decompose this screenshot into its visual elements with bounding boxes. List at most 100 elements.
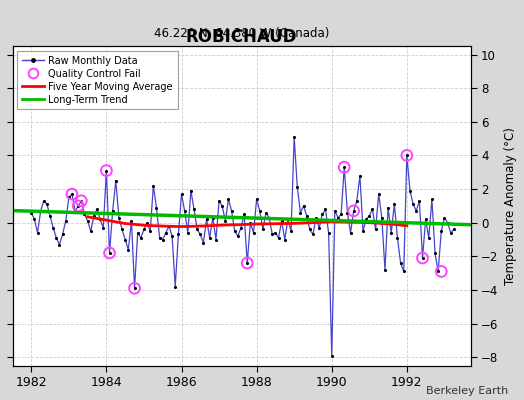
- Point: [328, 352, 336, 359]
- Point: [149, 182, 158, 189]
- Point: [49, 224, 57, 231]
- Point: [34, 230, 42, 236]
- Point: [218, 203, 226, 209]
- Point: [71, 208, 79, 214]
- Point: [64, 194, 73, 201]
- Point: [83, 218, 92, 224]
- Point: [415, 198, 423, 204]
- Point: [127, 218, 136, 224]
- Point: [90, 213, 98, 219]
- Point: [209, 214, 217, 221]
- Point: [381, 266, 389, 273]
- Point: [30, 216, 39, 222]
- Point: [183, 230, 192, 236]
- Point: [262, 209, 270, 216]
- Point: [359, 228, 367, 234]
- Point: [402, 152, 411, 159]
- Point: [437, 228, 445, 234]
- Y-axis label: Temperature Anomaly (°C): Temperature Anomaly (°C): [504, 127, 517, 285]
- Point: [143, 220, 151, 226]
- Point: [309, 231, 317, 238]
- Text: Berkeley Earth: Berkeley Earth: [426, 386, 508, 396]
- Point: [334, 214, 342, 221]
- Point: [246, 220, 255, 226]
- Point: [418, 255, 427, 261]
- Point: [340, 164, 348, 170]
- Point: [375, 191, 383, 197]
- Point: [283, 216, 292, 222]
- Point: [243, 260, 252, 266]
- Point: [268, 231, 277, 238]
- Point: [287, 228, 295, 234]
- Point: [146, 228, 155, 234]
- Point: [205, 235, 214, 241]
- Point: [68, 191, 76, 197]
- Point: [96, 216, 104, 222]
- Point: [321, 206, 330, 212]
- Point: [350, 208, 358, 214]
- Point: [40, 198, 48, 204]
- Point: [80, 211, 89, 218]
- Point: [356, 172, 364, 179]
- Point: [402, 152, 411, 159]
- Point: [237, 224, 245, 231]
- Legend: Raw Monthly Data, Quality Control Fail, Five Year Moving Average, Long-Term Tren: Raw Monthly Data, Quality Control Fail, …: [17, 51, 178, 110]
- Point: [177, 191, 185, 197]
- Point: [293, 184, 301, 190]
- Point: [324, 230, 333, 236]
- Point: [384, 204, 392, 211]
- Point: [312, 214, 320, 221]
- Point: [137, 235, 145, 241]
- Point: [180, 208, 189, 214]
- Point: [187, 188, 195, 194]
- Point: [378, 214, 386, 221]
- Point: [275, 235, 283, 241]
- Point: [318, 211, 326, 218]
- Point: [302, 213, 311, 219]
- Point: [299, 203, 308, 209]
- Point: [202, 216, 211, 222]
- Point: [440, 214, 449, 221]
- Point: [171, 283, 179, 290]
- Point: [396, 260, 405, 266]
- Point: [400, 268, 408, 275]
- Point: [350, 208, 358, 214]
- Point: [412, 208, 420, 214]
- Point: [93, 206, 101, 212]
- Title: ROBICHAUD: ROBICHAUD: [186, 28, 297, 46]
- Point: [368, 206, 377, 212]
- Point: [99, 224, 107, 231]
- Point: [115, 214, 123, 221]
- Point: [46, 213, 54, 219]
- Point: [231, 228, 239, 234]
- Point: [199, 240, 208, 246]
- Point: [406, 188, 414, 194]
- Point: [196, 231, 204, 238]
- Point: [74, 203, 82, 209]
- Point: [86, 228, 95, 234]
- Point: [174, 231, 182, 238]
- Point: [159, 236, 167, 243]
- Point: [372, 226, 380, 233]
- Point: [215, 198, 223, 204]
- Point: [259, 226, 267, 233]
- Point: [152, 204, 161, 211]
- Point: [193, 226, 201, 233]
- Point: [124, 246, 133, 253]
- Point: [118, 226, 126, 233]
- Point: [340, 164, 348, 170]
- Point: [249, 230, 258, 236]
- Point: [390, 201, 399, 207]
- Point: [102, 167, 111, 174]
- Point: [346, 230, 355, 236]
- Point: [428, 196, 436, 202]
- Point: [271, 230, 280, 236]
- Point: [337, 211, 345, 218]
- Point: [130, 285, 139, 292]
- Point: [162, 230, 170, 236]
- Point: [168, 233, 176, 239]
- Point: [305, 226, 314, 233]
- Point: [27, 209, 36, 216]
- Point: [37, 208, 45, 214]
- Point: [134, 230, 142, 236]
